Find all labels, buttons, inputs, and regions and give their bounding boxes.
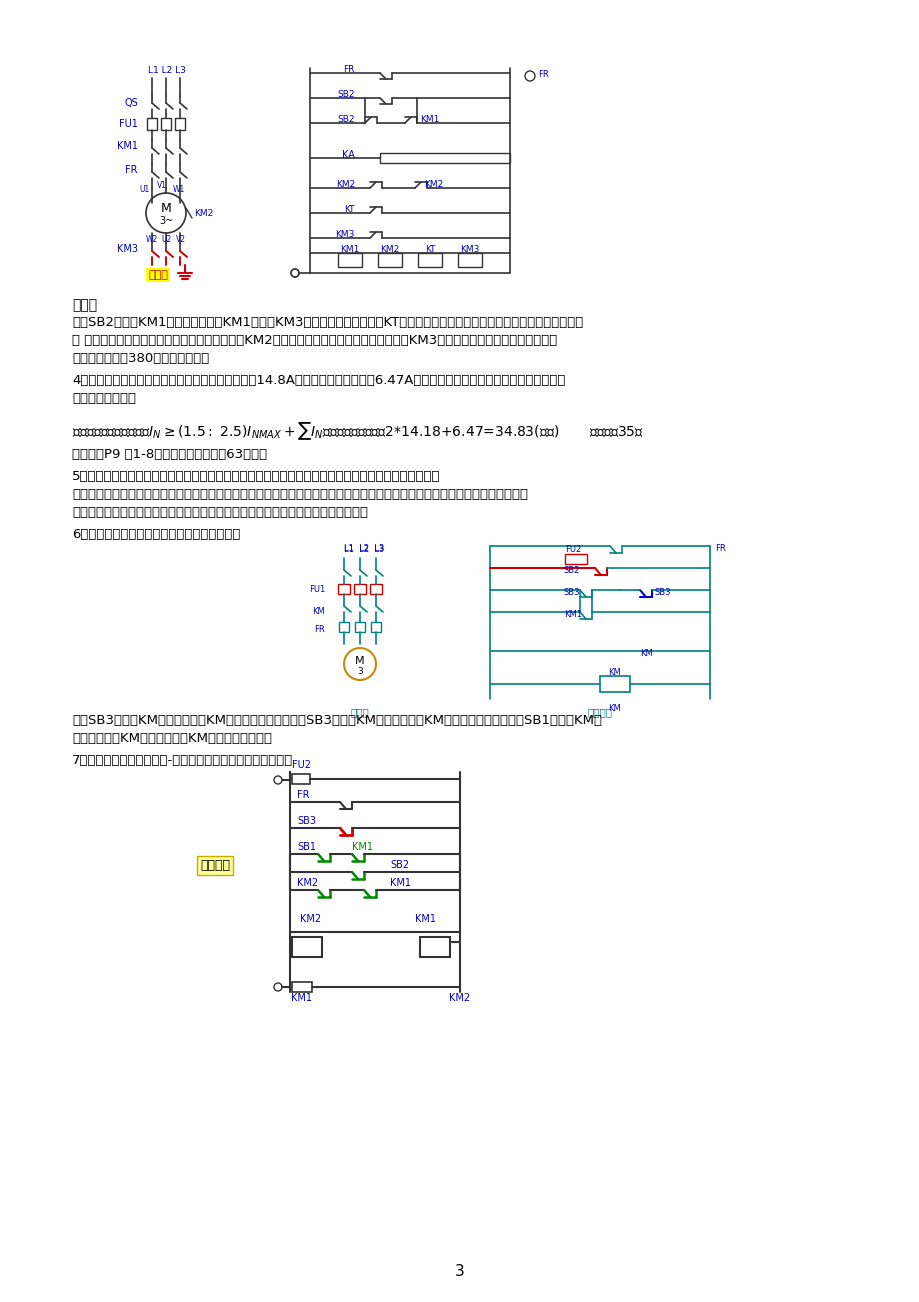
Text: FU2: FU2: [564, 546, 581, 553]
Text: 电，辅助触点KM得电，主触点KM闭合，电机转动。: 电，辅助触点KM得电，主触点KM闭合，电机转动。: [72, 732, 272, 745]
Text: 熔体的额定电流。: 熔体的额定电流。: [72, 392, 136, 405]
Text: KM3: KM3: [117, 243, 138, 254]
Text: KM2: KM2: [380, 245, 399, 254]
Text: 解答：电动机的启动电流很大，但持续时间非常短暂。短暂的大电流不会引起双金属片产生热效应。当热继电器接电动机额定电流: 解答：电动机的启动电流很大，但持续时间非常短暂。短暂的大电流不会引起双金属片产生…: [72, 488, 528, 501]
Text: 3: 3: [357, 668, 362, 677]
Text: FR: FR: [344, 65, 355, 74]
Text: FR: FR: [314, 625, 324, 634]
Bar: [291, 982, 312, 992]
Text: 培。查表P9 表1-8熔断器额定电流取为63安培。: 培。查表P9 表1-8熔断器额定电流取为63安培。: [72, 448, 267, 461]
Text: V1: V1: [157, 181, 167, 190]
Text: 控制电路: 控制电路: [199, 859, 230, 872]
Text: KM2: KM2: [300, 914, 321, 924]
Bar: [564, 553, 586, 564]
Text: KM1: KM1: [340, 245, 359, 254]
Bar: [369, 585, 381, 594]
Text: 式，进入正常（380伏）工作状态。: 式，进入正常（380伏）工作状态。: [72, 352, 209, 365]
Bar: [291, 773, 310, 784]
Bar: [337, 253, 361, 267]
Text: U1: U1: [140, 185, 150, 194]
Text: KM: KM: [640, 648, 652, 658]
Text: FU1: FU1: [309, 586, 324, 595]
Bar: [417, 253, 441, 267]
Text: SB3: SB3: [654, 589, 671, 598]
Text: KT: KT: [344, 204, 355, 214]
Text: 6、试分析下列电路的点动与连续的控制过程。: 6、试分析下列电路的点动与连续的控制过程。: [72, 529, 240, 542]
Bar: [370, 622, 380, 631]
Text: FU2: FU2: [292, 760, 312, 769]
Bar: [161, 118, 171, 130]
Text: SB2: SB2: [337, 90, 355, 99]
Text: 按下SB3，线圈KM得电，主触点KM闭合，电机转动；松开SB3，线圈KM失电，主触点KM断开，电机停止。按下SB1，线圈KM得: 按下SB3，线圈KM得电，主触点KM闭合，电机转动；松开SB3，线圈KM失电，主…: [72, 713, 601, 727]
Text: 整定的时候，正常启动后，电流逐渐低于热继电器的额定电流。热继电器不会动作。: 整定的时候，正常启动后，电流逐渐低于热继电器的额定电流。热继电器不会动作。: [72, 506, 368, 519]
Text: KM: KM: [608, 668, 620, 677]
Text: SB2: SB2: [563, 566, 580, 575]
Text: 7、请根据如图所示的继电-接触控制电路图，分析控制过程。: 7、请根据如图所示的继电-接触控制电路图，分析控制过程。: [72, 754, 293, 767]
Text: KM2: KM2: [424, 180, 443, 189]
Text: L1  L2  L3: L1 L2 L3: [344, 544, 384, 553]
Text: KT: KT: [425, 245, 435, 254]
Text: KM: KM: [312, 608, 324, 617]
Bar: [354, 585, 366, 594]
Bar: [338, 622, 348, 631]
Text: FR: FR: [714, 544, 725, 553]
Text: 5、电动机的启动电流很大，在电动机启动时，能否使按电动机额定电流整定的热继电器动作？为什么？: 5、电动机的启动电流很大，在电动机启动时，能否使按电动机额定电流整定的热继电器动…: [72, 470, 440, 483]
Text: 动 时间继电器延时时间到，常开延时触点闭合，KM2线圈得电并自锁，常闭延时触点断开，KM3断电，此时电机进入三角形连接方: 动 时间继电器延时时间到，常开延时触点闭合，KM2线圈得电并自锁，常闭延时触点断…: [72, 335, 557, 348]
Text: U2: U2: [161, 234, 171, 243]
Text: W1: W1: [173, 185, 185, 194]
Text: KM2: KM2: [297, 878, 318, 888]
Text: 主电路: 主电路: [148, 270, 168, 280]
Bar: [291, 937, 322, 957]
Text: 解答：: 解答：: [72, 298, 97, 312]
Text: 解答：熔体的额定电流是$I_N \geq (1.5:\ 2.5)I_{NMAX}+\sum I_N$。熔体的电流值取为2*14.18+6.47=34.83(安培: 解答：熔体的额定电流是$I_N \geq (1.5:\ 2.5)I_{NMAX}…: [72, 421, 643, 441]
Text: KA: KA: [342, 150, 355, 160]
Text: SB2: SB2: [390, 861, 409, 870]
Text: KM1: KM1: [352, 842, 372, 852]
Bar: [337, 585, 349, 594]
Text: KM1: KM1: [414, 914, 436, 924]
Text: 3: 3: [455, 1264, 464, 1280]
Text: 3~: 3~: [159, 216, 173, 227]
Text: FR: FR: [538, 70, 548, 79]
Text: SB3: SB3: [297, 816, 315, 825]
Text: FR: FR: [125, 165, 138, 174]
Text: KM1: KM1: [117, 141, 138, 151]
Bar: [458, 253, 482, 267]
Text: 4、两台电动机不同时启动，一台电动机额定电流为14.8A，另一台的额定电流为6.47A，试选择用作短路保护熔断器的额定电流及: 4、两台电动机不同时启动，一台电动机额定电流为14.8A，另一台的额定电流为6.…: [72, 374, 565, 387]
Text: KM1: KM1: [420, 115, 439, 124]
Bar: [420, 937, 449, 957]
Bar: [380, 154, 509, 163]
Text: KM3: KM3: [460, 245, 479, 254]
Text: L1  L2  L3: L1 L2 L3: [344, 546, 384, 553]
Text: V2: V2: [176, 234, 186, 243]
Text: 控制电路: 控制电路: [587, 707, 612, 717]
Text: W2: W2: [146, 234, 158, 243]
Text: SB1: SB1: [297, 842, 315, 852]
Text: KM: KM: [608, 704, 620, 713]
Text: SB3: SB3: [563, 589, 580, 598]
Bar: [378, 253, 402, 267]
Text: M: M: [355, 656, 365, 667]
Text: KM1: KM1: [291, 993, 312, 1003]
Text: L1 L2 L3: L1 L2 L3: [148, 66, 186, 76]
Text: M: M: [161, 203, 171, 216]
Text: KM1: KM1: [563, 611, 582, 618]
Text: 按下SB2，线圈KM1得电，常开触点KM1自锁；KM3线圈得电，时间继电器KT上电开始延时，此时电机工作在星形接法属于降压启: 按下SB2，线圈KM1得电，常开触点KM1自锁；KM3线圈得电，时间继电器KT上…: [72, 316, 583, 329]
Bar: [147, 118, 157, 130]
Text: FU1: FU1: [119, 118, 138, 129]
Text: KM1: KM1: [390, 878, 411, 888]
Text: KM3: KM3: [335, 230, 355, 240]
Text: SB2: SB2: [337, 115, 355, 124]
Text: KM2: KM2: [449, 993, 470, 1003]
Text: QS: QS: [124, 98, 138, 108]
Text: FR: FR: [297, 790, 309, 799]
Text: KM2: KM2: [194, 208, 213, 217]
Bar: [355, 622, 365, 631]
Bar: [599, 676, 630, 691]
Text: 主电路: 主电路: [350, 707, 369, 717]
Bar: [175, 118, 185, 130]
Text: KM2: KM2: [335, 180, 355, 189]
